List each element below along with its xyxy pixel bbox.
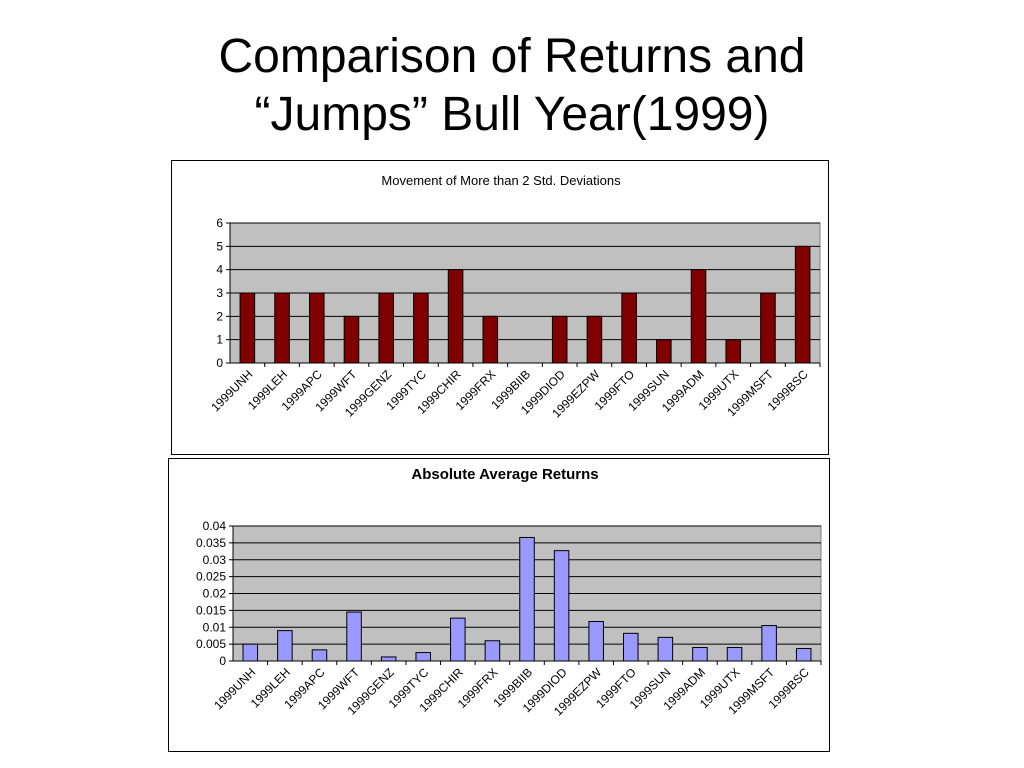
chart-2-bar xyxy=(277,630,293,662)
chart-1-bar xyxy=(621,292,637,364)
chart-2-bar xyxy=(242,643,259,662)
chart-1-bar xyxy=(482,315,499,364)
chart-1-bar xyxy=(586,315,603,364)
chart-1-y-tick-label: 5 xyxy=(216,239,223,253)
chart-2-bar xyxy=(380,656,397,662)
slide-title: Comparison of Returns and “Jumps” Bull Y… xyxy=(0,28,1024,144)
chart-2-y-tick-label: 0.035 xyxy=(196,536,226,550)
chart-2-bar xyxy=(346,611,362,662)
chart-2-y-tick-label: 0.04 xyxy=(203,519,227,533)
chart-2-y-tick-label: 0.03 xyxy=(203,553,227,567)
returns-chart: Absolute Average Returns 0 0.005 0.01 0.015 0… xyxy=(196,466,822,719)
chart-1-bar xyxy=(551,315,568,364)
chart-2-y-tick-label: 0.02 xyxy=(203,587,227,601)
chart-2-bar xyxy=(588,621,604,662)
chart-2-bar xyxy=(623,632,639,662)
chart-2-bar xyxy=(553,550,570,662)
chart-2-bar xyxy=(657,636,674,662)
chart-2-title: Absolute Average Returns xyxy=(411,466,598,483)
chart-2-bar xyxy=(726,647,743,662)
jumps-chart-panel: Movement of More than 2 Std. Deviations 0… xyxy=(171,160,829,455)
chart-2-bar xyxy=(311,649,328,662)
chart-2-bar xyxy=(761,625,777,662)
slide-title-line-1: Comparison of Returns and xyxy=(218,30,806,83)
chart-2-bar xyxy=(450,617,466,662)
chart-2-y-tick-label: 0 xyxy=(219,654,226,668)
chart-1-bar xyxy=(760,292,776,364)
chart-1-bar xyxy=(447,269,464,364)
chart-2-bar xyxy=(519,536,535,662)
chart-1-bar xyxy=(725,339,742,364)
chart-1-y-tick-label: 0 xyxy=(216,356,223,370)
chart-1-bar xyxy=(343,315,360,364)
chart-2-y-tick-label: 0.01 xyxy=(203,620,227,634)
chart-2-y-tick-label: 0.015 xyxy=(196,603,226,617)
chart-1-y-tick-label: 6 xyxy=(216,216,223,230)
chart-1-bar xyxy=(690,269,707,364)
chart-1-title: Movement of More than 2 Std. Deviations xyxy=(381,173,621,188)
chart-1-bar xyxy=(239,292,256,364)
chart-1-y-tick-label: 2 xyxy=(216,309,223,323)
chart-2-bar xyxy=(415,652,431,662)
returns-chart-panel: Absolute Average Returns 0 0.005 0.01 0.015 0… xyxy=(168,458,830,752)
chart-1-y-tick-label: 1 xyxy=(216,333,223,347)
chart-1-y-tick-label: 3 xyxy=(216,286,223,300)
chart-1-bar xyxy=(274,292,290,364)
chart-2-bar xyxy=(795,648,812,662)
chart-1-bar xyxy=(794,245,811,364)
chart-1-bar xyxy=(308,292,325,364)
chart-1-bar xyxy=(378,292,394,364)
jumps-chart: Movement of More than 2 Std. Deviations 0… xyxy=(208,173,821,421)
chart-2-bar xyxy=(484,640,501,662)
chart-1-y-tick-label: 4 xyxy=(216,263,223,277)
chart-2-y-tick-label: 0.005 xyxy=(196,637,226,651)
chart-1-bar xyxy=(656,339,672,364)
chart-1-bar xyxy=(413,292,429,364)
chart-2-y-tick-label: 0.025 xyxy=(196,570,226,584)
chart-2-bar xyxy=(692,647,708,662)
slide-title-line-2: “Jumps” Bull Year(1999) xyxy=(254,88,770,141)
